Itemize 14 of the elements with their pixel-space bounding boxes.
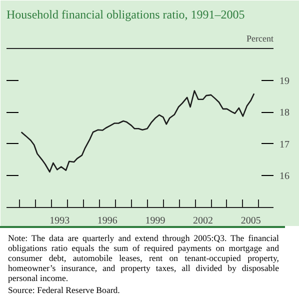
source-note: Source: Federal Reserve Board. [8, 284, 121, 295]
x-tick-label: 2002 [193, 216, 214, 226]
chart-title: Household financial obligations ratio, 1991–2005 [6, 8, 245, 22]
x-tick-label: 1996 [97, 216, 118, 226]
y-tick-label: 16 [280, 171, 290, 182]
line-series [20, 90, 255, 173]
text: Note: The data are quarterly and extend through 2005:Q3. The financial obligations ratio equals the sum of required payments on mortgage and consumer debt, automobile leases, rent on tenant-occupied property, homeowner’s insurance, and property taxes, all divided by disposable personal income. [8, 233, 279, 284]
y-tick-label: 19 [280, 76, 290, 87]
x-tick-label: 2005 [240, 216, 261, 226]
y-tick-label: 18 [280, 108, 290, 119]
x-tick-label: 1993 [50, 216, 70, 226]
x-tick-label: 1999 [145, 216, 166, 226]
y-axis-title: Percent [246, 34, 274, 44]
y-tick-label: 17 [280, 139, 290, 150]
